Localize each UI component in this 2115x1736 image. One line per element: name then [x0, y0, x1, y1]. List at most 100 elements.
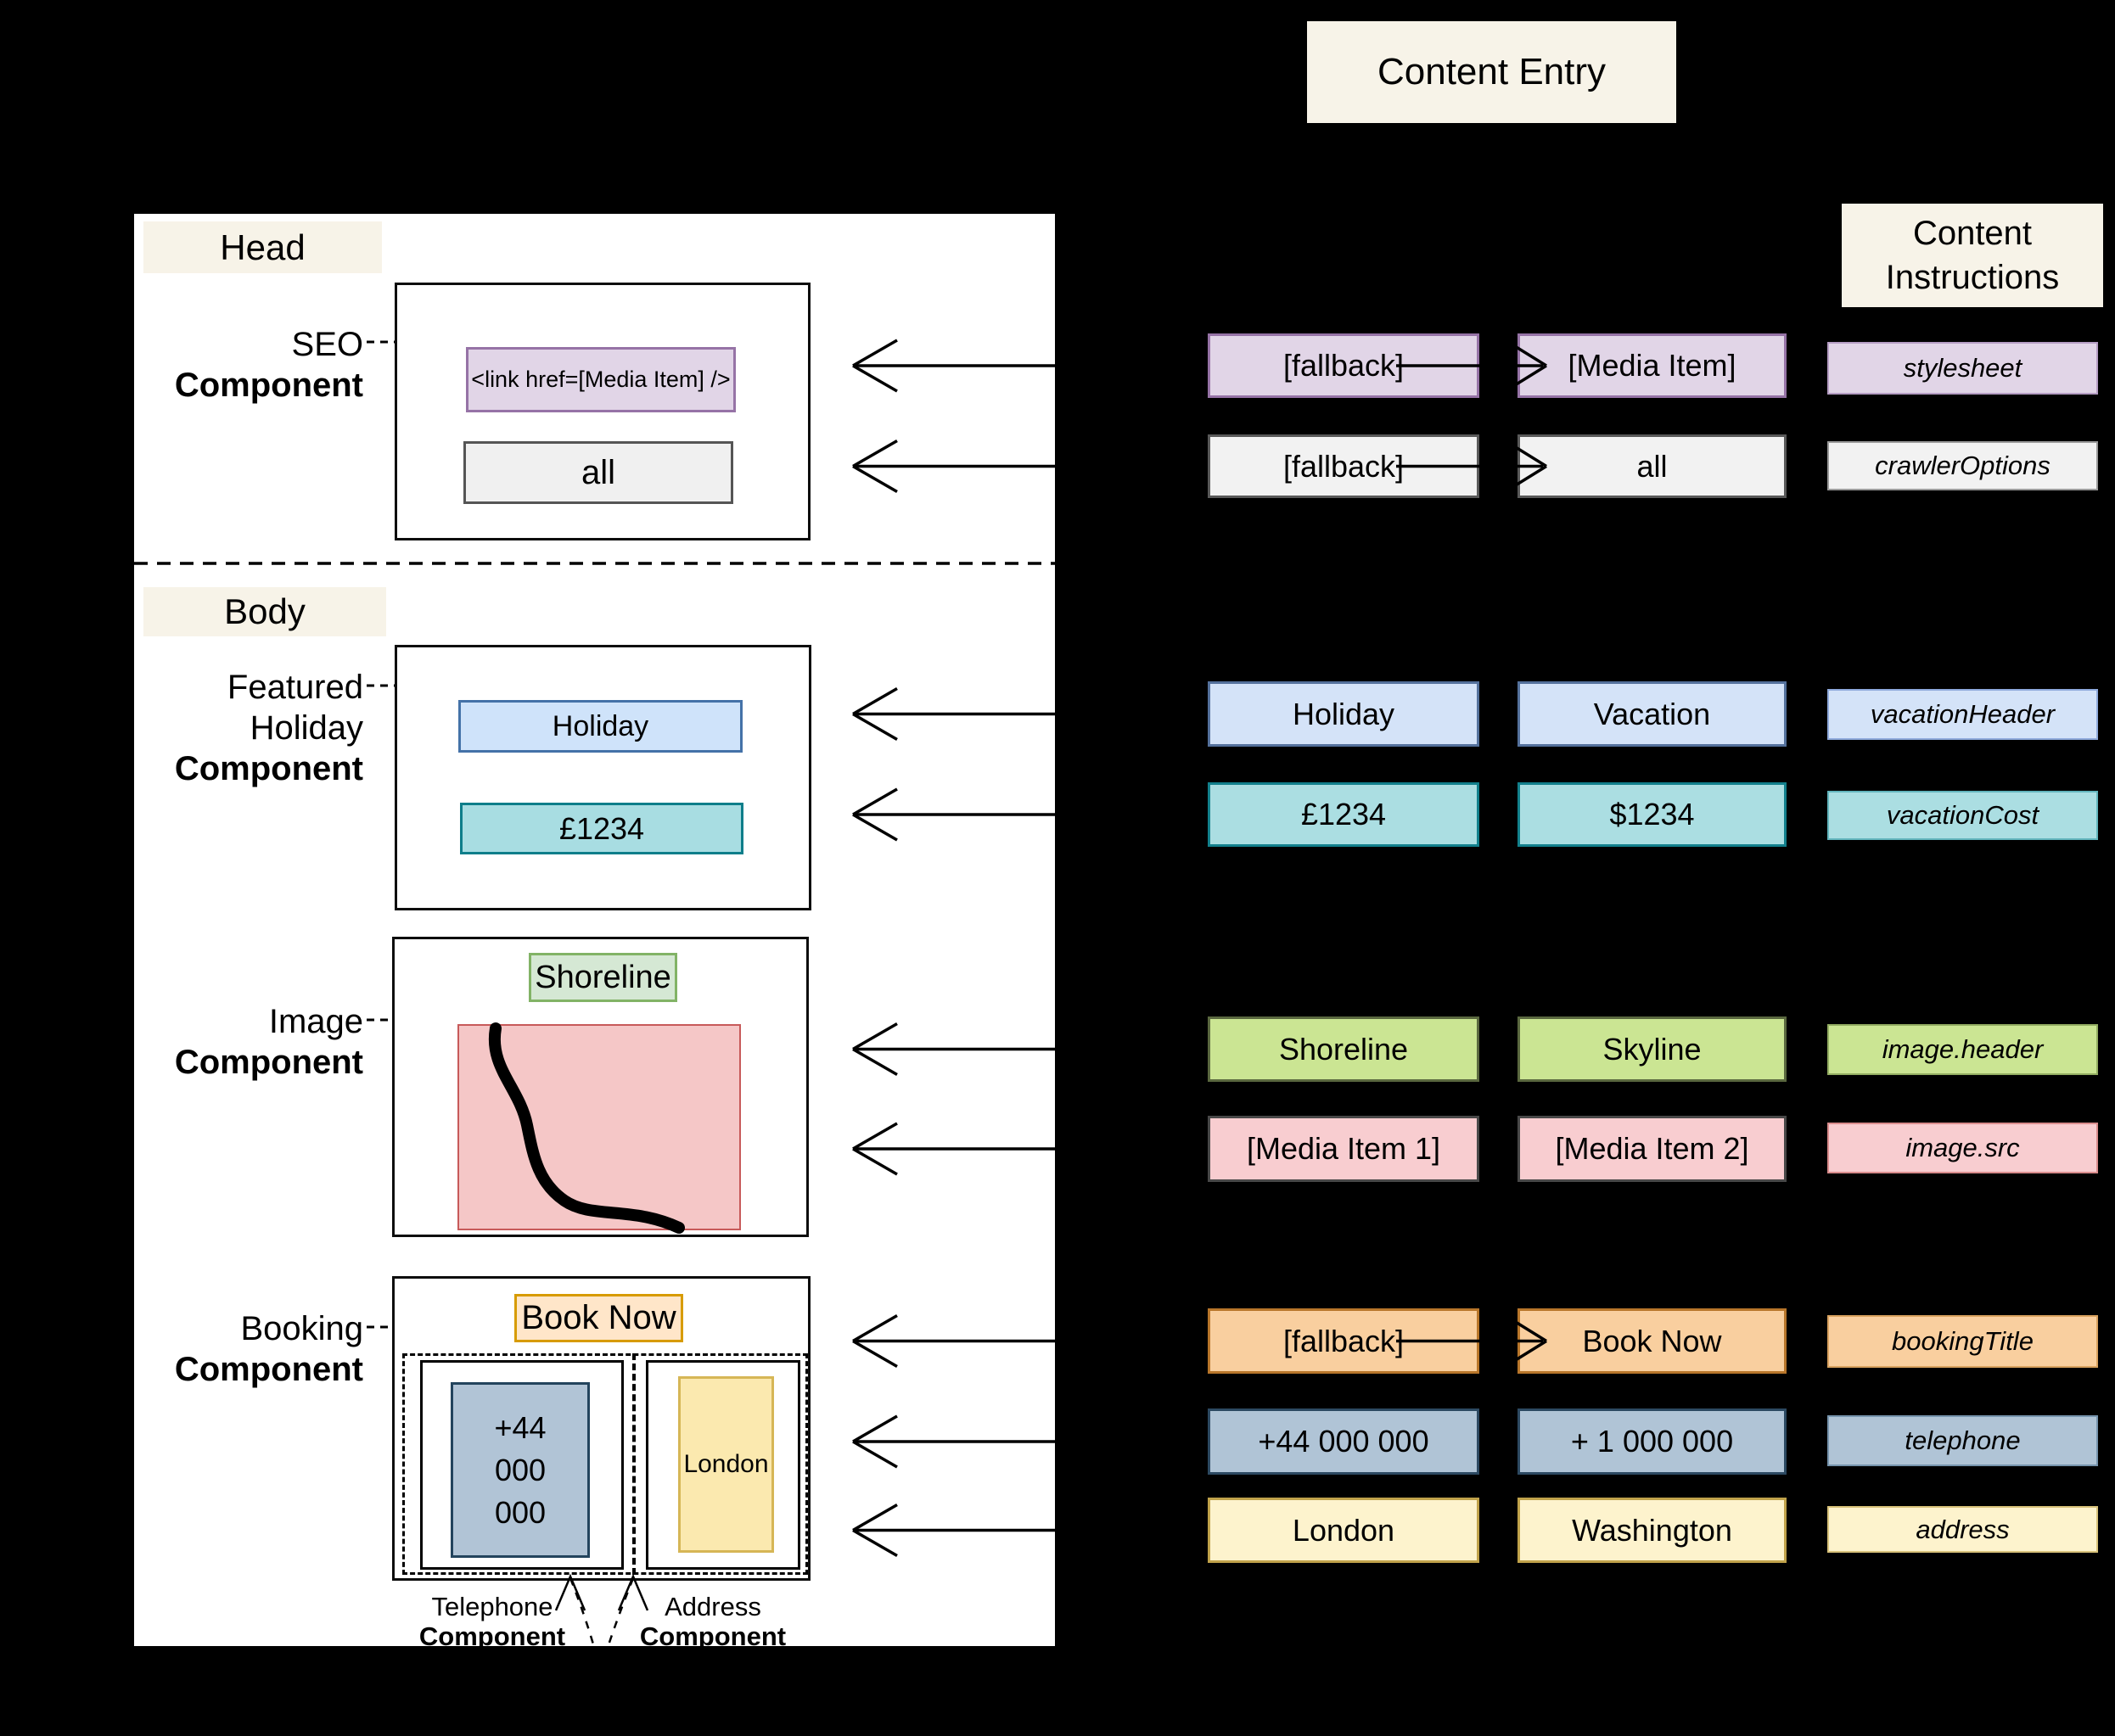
row-vacationCost-instruction-text: vacationCost — [1886, 800, 2039, 830]
seo-link-text: <link href=[Media Item] /> — [471, 367, 731, 392]
row-stylesheet-col2: [Media Item] — [1518, 333, 1787, 398]
booking-label-line1: Booking — [240, 1310, 363, 1347]
row-telephone-col1: +44 000 000 — [1208, 1408, 1479, 1475]
image-component-label: Image Component — [127, 1001, 363, 1083]
row-stylesheet-col2-text: [Media Item] — [1568, 348, 1736, 383]
featured-holiday-component-box — [395, 645, 811, 910]
featured-label-line2: Holiday — [250, 709, 363, 747]
head-section-label: Head — [143, 221, 382, 273]
row-vacationHeader-instruction: vacationHeader — [1827, 689, 2098, 740]
seo-crawler-field: all — [463, 441, 733, 504]
seo-label-line2: Component — [174, 367, 363, 404]
booking-placeholder-divider — [632, 1353, 636, 1575]
image-header-field: Shoreline — [529, 953, 677, 1002]
row-image.header-instruction-text: image.header — [1882, 1034, 2044, 1064]
image-label-line2: Component — [174, 1044, 363, 1081]
row-address-col2: Washington — [1518, 1498, 1787, 1563]
row-stylesheet-instruction: stylesheet — [1827, 342, 2098, 395]
address-label-line2: Component — [639, 1621, 787, 1651]
seo-link-field: <link href=[Media Item] /> — [466, 347, 736, 412]
row-vacationCost-col1-text: £1234 — [1300, 797, 1387, 832]
row-vacationHeader-col2-text: Vacation — [1593, 696, 1711, 731]
row-vacationCost-instruction: vacationCost — [1827, 791, 2098, 840]
image-label-line1: Image — [268, 1003, 363, 1040]
row-crawlerOptions-col1-text: [fallback] — [1282, 448, 1405, 484]
row-bookingTitle-col2-text: Book Now — [1582, 1323, 1722, 1358]
telephone-line1: +44 — [494, 1409, 547, 1445]
row-crawlerOptions-col1: [fallback] — [1208, 434, 1479, 498]
row-stylesheet-col1: [fallback] — [1208, 333, 1479, 398]
telephone-line2: 000 — [494, 1452, 547, 1487]
featured-header-field: Holiday — [458, 700, 743, 753]
telephone-label-line2: Component — [418, 1621, 566, 1651]
address-component-label: Address Component — [620, 1592, 806, 1651]
row-bookingTitle-instruction-text: bookingTitle — [1892, 1326, 2034, 1356]
row-telephone-col2: + 1 000 000 — [1518, 1408, 1787, 1475]
row-bookingTitle-col1-text: [fallback] — [1282, 1323, 1405, 1358]
row-image.src-col2: [Media Item 2] — [1518, 1116, 1787, 1182]
featured-holiday-component-label: Featured Holiday Component — [127, 667, 363, 789]
row-image.src-instruction: image.src — [1827, 1123, 2098, 1173]
address-value-field: London — [678, 1376, 774, 1553]
row-telephone-col1-text: +44 000 000 — [1258, 1424, 1429, 1459]
row-stylesheet-col1-text: [fallback] — [1282, 348, 1405, 383]
row-crawlerOptions-col2-text: all — [1636, 448, 1668, 484]
featured-label-line1: Featured — [227, 669, 363, 706]
body-section-label: Body — [143, 587, 386, 636]
image-header-text: Shoreline — [535, 959, 671, 995]
content-instructions-header: Content Instructions — [1842, 204, 2103, 307]
row-image.src-col1: [Media Item 1] — [1208, 1116, 1479, 1182]
seo-label-line1: SEO — [291, 326, 363, 363]
row-vacationCost-col2: $1234 — [1518, 782, 1787, 847]
row-crawlerOptions-instruction: crawlerOptions — [1827, 441, 2098, 490]
row-image.header-col1-text: Shoreline — [1278, 1031, 1409, 1067]
featured-cost-field: £1234 — [460, 803, 743, 854]
head-section-text: Head — [220, 227, 306, 267]
row-image.header-instruction: image.header — [1827, 1024, 2098, 1075]
telephone-value-field: +44 000 000 — [451, 1382, 590, 1558]
telephone-label-line1: Telephone — [431, 1592, 553, 1621]
telephone-line3: 000 — [494, 1494, 547, 1530]
row-bookingTitle-col2: Book Now — [1518, 1308, 1787, 1374]
booking-title-field: Book Now — [514, 1294, 683, 1342]
row-address-col1: London — [1208, 1498, 1479, 1563]
row-image.src-col2-text: [Media Item 2] — [1555, 1131, 1749, 1166]
featured-label-line3: Component — [174, 750, 363, 787]
content-entry-header: Content Entry — [1307, 21, 1676, 123]
row-telephone-instruction: telephone — [1827, 1415, 2098, 1466]
row-image.header-col1: Shoreline — [1208, 1016, 1479, 1082]
row-address-col2-text: Washington — [1572, 1512, 1732, 1548]
row-vacationCost-col2-text: $1234 — [1609, 797, 1695, 832]
row-vacationHeader-col1-text: Holiday — [1292, 696, 1395, 731]
row-image.src-instruction-text: image.src — [1905, 1133, 2020, 1162]
row-vacationCost-col1: £1234 — [1208, 782, 1479, 847]
row-crawlerOptions-col2: all — [1518, 434, 1787, 498]
booking-title-text: Book Now — [521, 1299, 676, 1336]
booking-label-line2: Component — [174, 1351, 363, 1388]
row-stylesheet-instruction-text: stylesheet — [1903, 353, 2022, 383]
row-telephone-col2-text: + 1 000 000 — [1570, 1424, 1734, 1459]
row-vacationHeader-col1: Holiday — [1208, 681, 1479, 747]
featured-header-text: Holiday — [552, 709, 649, 742]
booking-placeholder-dashed — [402, 1353, 808, 1575]
row-bookingTitle-col1: [fallback] — [1208, 1308, 1479, 1374]
row-address-instruction: address — [1827, 1506, 2098, 1553]
row-crawlerOptions-instruction-text: crawlerOptions — [1875, 451, 2050, 480]
row-address-col1-text: London — [1292, 1512, 1395, 1548]
booking-component-label: Booking Component — [127, 1308, 363, 1390]
row-telephone-instruction-text: telephone — [1905, 1425, 2021, 1455]
image-placeholder — [457, 1024, 741, 1230]
address-label-line1: Address — [665, 1592, 761, 1621]
row-image.header-col2-text: Skyline — [1602, 1031, 1702, 1067]
seo-all-text: all — [581, 453, 616, 491]
body-section-text: Body — [224, 591, 306, 631]
content-instructions-line2: Instructions — [1885, 259, 2060, 296]
row-address-instruction-text: address — [1916, 1514, 2010, 1544]
row-bookingTitle-instruction: bookingTitle — [1827, 1315, 2098, 1368]
content-instructions-line1: Content — [1912, 215, 2033, 252]
telephone-component-label: Telephone Component — [399, 1592, 586, 1651]
row-image.src-col1-text: [Media Item 1] — [1246, 1131, 1441, 1166]
row-vacationHeader-instruction-text: vacationHeader — [1870, 699, 2056, 729]
featured-cost-text: £1234 — [558, 810, 645, 846]
